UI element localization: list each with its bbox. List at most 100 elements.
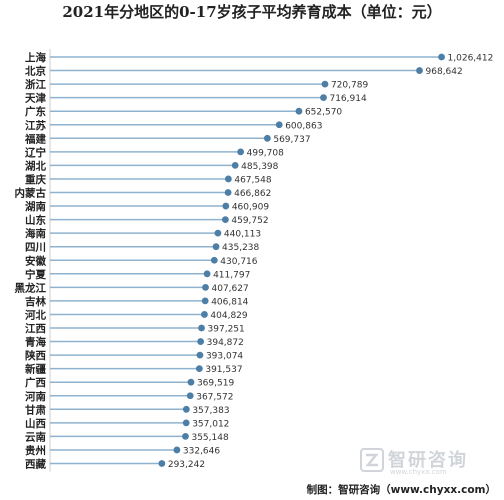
value-label: 407,627	[212, 284, 249, 294]
category-label: 重庆	[25, 173, 46, 186]
lollipop-dot	[158, 460, 166, 467]
value-label: 435,238	[222, 243, 259, 253]
watermark: 智研咨询 www.chyxx.com	[360, 446, 500, 476]
category-label: 宁夏	[25, 268, 46, 281]
category-label: 江西	[25, 322, 46, 335]
category-label: 青海	[25, 336, 46, 349]
value-label: 355,148	[191, 433, 228, 443]
value-label: 652,570	[305, 108, 342, 118]
value-label: 394,872	[207, 338, 244, 348]
value-label: 406,814	[211, 297, 248, 307]
lollipop-dot	[173, 446, 181, 454]
category-label: 西藏	[25, 458, 46, 471]
category-label: 江苏	[25, 119, 46, 132]
value-label: 467,548	[234, 175, 271, 185]
value-label: 293,242	[168, 460, 205, 470]
lollipop-dot	[196, 351, 204, 359]
category-label: 福建	[24, 132, 46, 145]
category-label: 四川	[25, 242, 46, 254]
chart-marks: 上海 1,026,412 北京 968,642 浙江 720,789 天津 716,914 广东…	[15, 49, 494, 472]
category-label: 河北	[25, 308, 46, 321]
value-label: 430,716	[220, 257, 257, 267]
value-label: 404,829	[210, 311, 247, 321]
value-label: 391,537	[205, 365, 242, 375]
lollipop-dot	[214, 229, 222, 237]
value-label: 369,519	[197, 379, 234, 389]
lollipop-dot	[201, 311, 208, 318]
category-label: 云南	[25, 430, 46, 443]
value-label: 357,012	[192, 419, 229, 429]
value-label: 397,251	[208, 325, 245, 335]
lollipop-dot	[202, 283, 209, 291]
chart-title: 2021年分地区的0-17岁孩子平均养育成本（单位：元）	[62, 3, 442, 21]
category-label: 吉林	[25, 295, 46, 308]
category-label: 甘肃	[25, 403, 46, 416]
lollipop-dot	[224, 189, 232, 196]
watermark-name: 智研咨询	[388, 450, 468, 471]
watermark-url: www.chyxx.com	[390, 468, 447, 476]
value-label: 569,737	[273, 135, 310, 145]
category-label: 山西	[25, 417, 46, 430]
zhiyan-logo-icon	[360, 448, 384, 472]
lollipop-dot	[201, 297, 209, 305]
category-label: 海南	[25, 227, 46, 240]
lollipop-dot	[182, 405, 190, 413]
category-label: 河南	[25, 390, 46, 403]
category-label: 上海	[25, 51, 46, 64]
lollipop-dot	[212, 243, 220, 251]
lollipop-dot	[187, 378, 195, 386]
category-label: 新疆	[25, 363, 46, 376]
category-label: 湖北	[25, 159, 46, 172]
value-label: 600,863	[285, 121, 322, 131]
chart-source: 制图：智研咨询（www.chyxx.com）	[306, 484, 496, 496]
lollipop-dot	[275, 121, 283, 129]
lollipop-dot	[224, 175, 232, 183]
value-label: 367,572	[196, 392, 233, 402]
category-label: 北京	[25, 65, 46, 78]
lollipop-dot	[182, 433, 189, 440]
category-label: 安徽	[25, 254, 46, 267]
category-label: 广东	[25, 105, 46, 118]
value-label: 720,789	[331, 81, 368, 91]
value-label: 393,074	[206, 352, 243, 362]
category-label: 天津	[25, 92, 46, 105]
value-label: 716,914	[329, 94, 366, 104]
lollipop-dot	[263, 134, 271, 142]
value-label: 1,026,412	[448, 54, 494, 64]
value-label: 460,909	[232, 203, 269, 213]
value-label: 485,398	[241, 162, 278, 172]
value-label: 499,708	[247, 148, 284, 158]
category-label: 辽宁	[25, 146, 46, 159]
lollipop-dot	[416, 67, 423, 74]
lollipop-dot	[203, 270, 211, 278]
lollipop-dot	[182, 419, 190, 427]
category-label: 广西	[25, 376, 46, 389]
category-label: 陕西	[25, 349, 46, 362]
value-label: 357,383	[192, 406, 229, 416]
lollipop-dot	[438, 53, 445, 61]
lollipop-dot	[231, 162, 239, 169]
category-label: 浙江	[25, 78, 46, 91]
lollipop-dot	[186, 392, 194, 400]
lollipop-dot	[321, 80, 329, 88]
value-label: 459,752	[231, 216, 268, 226]
lollipop-dot	[210, 256, 218, 264]
category-label: 山东	[25, 214, 46, 227]
value-label: 332,646	[183, 446, 220, 456]
category-label: 黑龙江	[15, 281, 47, 294]
lollipop-dot	[195, 365, 203, 373]
lollipop-dot	[320, 94, 327, 102]
category-label: 内蒙古	[15, 187, 47, 200]
value-label: 466,862	[234, 189, 271, 199]
value-label: 440,113	[224, 230, 261, 240]
category-label: 贵州	[25, 444, 46, 457]
lollipop-dot	[237, 148, 245, 156]
lollipop-dot	[222, 202, 230, 210]
lollipop-dot	[221, 216, 229, 224]
lollipop-dot	[198, 324, 205, 332]
value-label: 411,797	[213, 270, 250, 280]
lollipop-dot	[197, 338, 205, 345]
lollipop-dot	[295, 107, 303, 115]
category-label: 湖南	[25, 200, 46, 213]
